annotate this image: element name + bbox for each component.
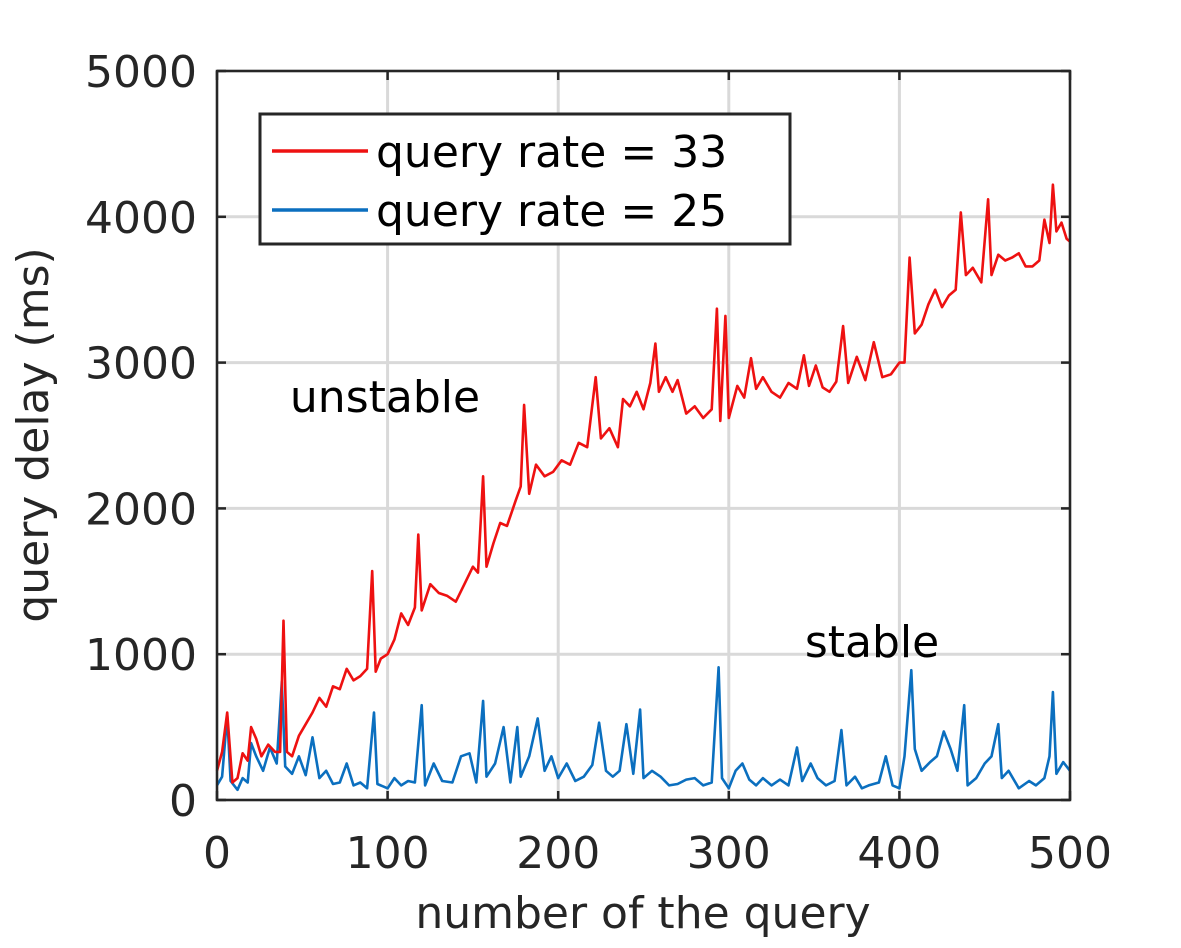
x-tick-label: 0 — [203, 828, 231, 879]
y-tick-label: 3000 — [85, 339, 197, 390]
legend: query rate = 33 query rate = 25 — [258, 112, 792, 246]
annotation-stable: stable — [805, 617, 939, 668]
x-tick-label: 400 — [857, 828, 941, 879]
y-axis-label: query delay (ms) — [8, 247, 59, 622]
plot-frame — [215, 69, 1072, 802]
y-tick-label: 4000 — [85, 193, 197, 244]
legend-box — [258, 112, 792, 246]
series-layer — [215, 183, 1072, 792]
legend-label-series-2: query rate = 25 — [376, 186, 727, 237]
series-line-2 — [215, 666, 1072, 792]
x-tick-label: 100 — [346, 828, 430, 879]
y-tick-label: 2000 — [85, 484, 197, 535]
y-tick-label: 5000 — [85, 47, 197, 98]
y-tick-label: 0 — [169, 776, 197, 827]
x-tick-label: 300 — [687, 828, 771, 879]
legend-label-series-1: query rate = 33 — [376, 127, 727, 178]
annotation-unstable: unstable — [290, 372, 480, 423]
y-tick-label: 1000 — [85, 630, 197, 681]
x-tick-label: 500 — [1028, 828, 1112, 879]
x-tick-label: 200 — [516, 828, 600, 879]
series-line-1 — [215, 183, 1071, 784]
x-axis-label: number of the query — [415, 888, 870, 939]
